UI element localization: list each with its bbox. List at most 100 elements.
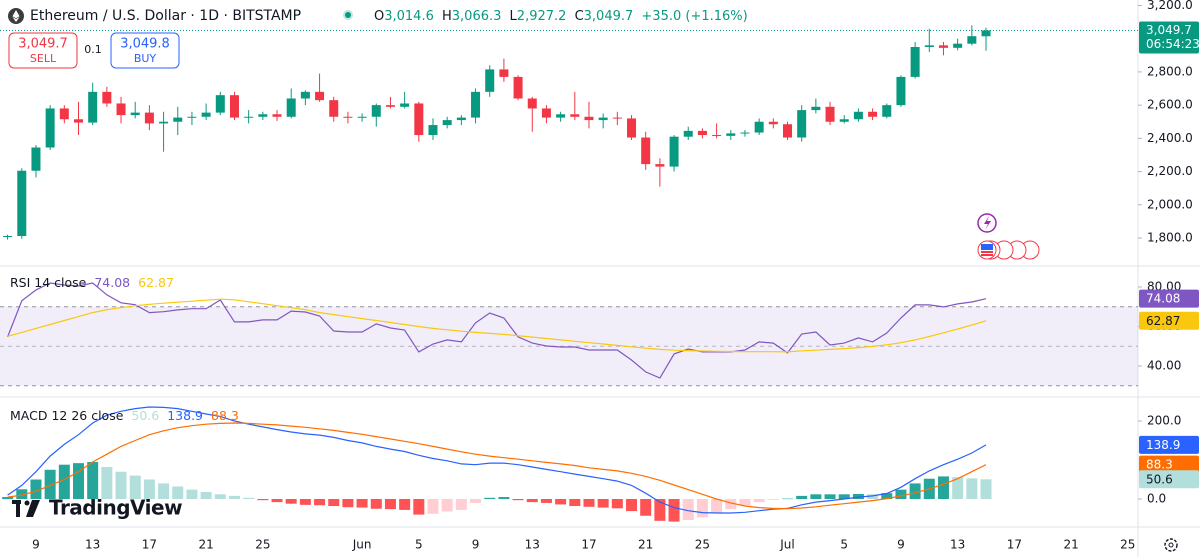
- histogram-bar: [470, 499, 482, 503]
- histogram-bar: [143, 479, 155, 500]
- ohlc-value: 3,066.3: [452, 9, 502, 24]
- value-tag-label: 88.3: [1146, 458, 1173, 472]
- histogram-bar: [555, 499, 567, 505]
- histogram-bar: [796, 495, 808, 500]
- value-tag-label: 62.87: [1146, 314, 1180, 328]
- economic-events[interactable]: [977, 240, 1040, 260]
- histogram-bar: [285, 499, 297, 504]
- x-tick-label: 13: [85, 538, 100, 552]
- candle-body: [541, 108, 551, 118]
- buy-button[interactable]: [110, 32, 180, 69]
- candle-body: [768, 121, 778, 125]
- signal-legend-value: 88.3: [211, 408, 239, 423]
- candle-body: [740, 132, 750, 134]
- histogram-bar: [356, 499, 368, 508]
- histogram-bar: [597, 499, 609, 508]
- candle-body: [627, 118, 637, 138]
- y-tick-label: 2,800.0: [1147, 64, 1193, 78]
- event-icon-glyph: [984, 216, 991, 230]
- histogram-bar: [526, 499, 538, 503]
- candle-body: [159, 121, 169, 124]
- candle-body: [400, 103, 410, 107]
- settings-glyph: [1168, 542, 1174, 548]
- histogram-bar: [101, 467, 113, 500]
- candle-body: [655, 164, 665, 167]
- flag-stripe: [981, 251, 993, 253]
- ohlc-value: 3,049.7: [584, 9, 634, 24]
- candle-body: [598, 117, 608, 121]
- ohlc-change: +35.0 (+1.16%): [641, 9, 747, 24]
- candle-body: [910, 47, 920, 77]
- candle-body: [853, 111, 863, 120]
- x-tick-label: 17: [142, 538, 157, 552]
- candle-body: [839, 119, 849, 122]
- candle-body: [612, 117, 622, 119]
- candle-body: [641, 137, 651, 165]
- candle-body: [570, 114, 580, 117]
- indicator-line: [7, 282, 987, 379]
- x-tick-label: 5: [415, 538, 423, 552]
- x-tick-label: 9: [897, 538, 905, 552]
- x-tick-label: 25: [255, 538, 270, 552]
- x-tick-label: 21: [1063, 538, 1078, 552]
- histogram-bar: [214, 494, 226, 500]
- indicator-line: [7, 422, 987, 510]
- histogram-bar: [611, 499, 623, 509]
- candle-body: [315, 91, 325, 101]
- candle-body: [215, 95, 225, 113]
- histogram-bar: [384, 499, 396, 510]
- histogram-bar: [243, 497, 255, 500]
- candle-body: [783, 124, 792, 138]
- candle-body: [201, 112, 211, 117]
- candle-body: [471, 91, 481, 118]
- histogram-bar: [739, 499, 751, 506]
- x-tick-label: Jul: [779, 538, 794, 552]
- rsi-legend-value: 74.08: [94, 275, 130, 290]
- sell-button[interactable]: [8, 32, 78, 69]
- histogram-bar: [696, 499, 708, 518]
- x-tick-label: 25: [695, 538, 710, 552]
- candle-body: [173, 117, 183, 122]
- candle-body: [896, 76, 906, 106]
- candle-body: [797, 110, 807, 138]
- brand-glyph: [24, 500, 30, 506]
- histogram-bar: [455, 499, 467, 510]
- histogram-bar: [30, 479, 42, 500]
- candle-body: [286, 98, 296, 117]
- candle-body: [967, 36, 977, 44]
- candle-body: [116, 103, 126, 116]
- candle-body: [485, 69, 495, 92]
- histogram-bar: [952, 477, 964, 500]
- x-tick-label: 9: [472, 538, 480, 552]
- histogram-bar: [73, 463, 84, 500]
- y-tick-label: 3,200.0: [1147, 0, 1193, 12]
- x-tick-label: 5: [840, 538, 848, 552]
- value-tag-label: 50.6: [1146, 472, 1173, 486]
- candle-body: [144, 112, 154, 124]
- candle-body: [3, 236, 13, 238]
- candle-body: [726, 133, 736, 136]
- candle-body: [697, 130, 707, 136]
- brand-logo[interactable]: TradingView: [12, 496, 183, 520]
- candle-body: [868, 111, 878, 117]
- indicator-line: [7, 406, 987, 514]
- histogram-bar: [257, 499, 269, 501]
- y-tick-label: 40.00: [1147, 358, 1181, 372]
- value-tag: [1139, 435, 1199, 454]
- histogram-bar: [2, 497, 14, 500]
- candle-body: [357, 116, 367, 118]
- rsi-legend-title: RSI 14 close: [10, 275, 87, 290]
- candle-body: [938, 45, 948, 48]
- ohlc-key: L: [510, 9, 518, 24]
- settings-button[interactable]: [1164, 538, 1178, 552]
- symbol-title[interactable]: Ethereum / U.S. Dollar · 1D · BITSTAMP: [30, 8, 301, 24]
- brand-glyph: [16, 500, 20, 517]
- candle-body: [187, 116, 197, 118]
- x-tick-label: 13: [950, 538, 965, 552]
- histogram-bar: [767, 499, 779, 500]
- histogram-bar: [668, 499, 680, 522]
- x-tick-label: Jun: [352, 538, 372, 552]
- y-tick-label: 2,400.0: [1147, 131, 1193, 145]
- candle-body: [712, 135, 722, 137]
